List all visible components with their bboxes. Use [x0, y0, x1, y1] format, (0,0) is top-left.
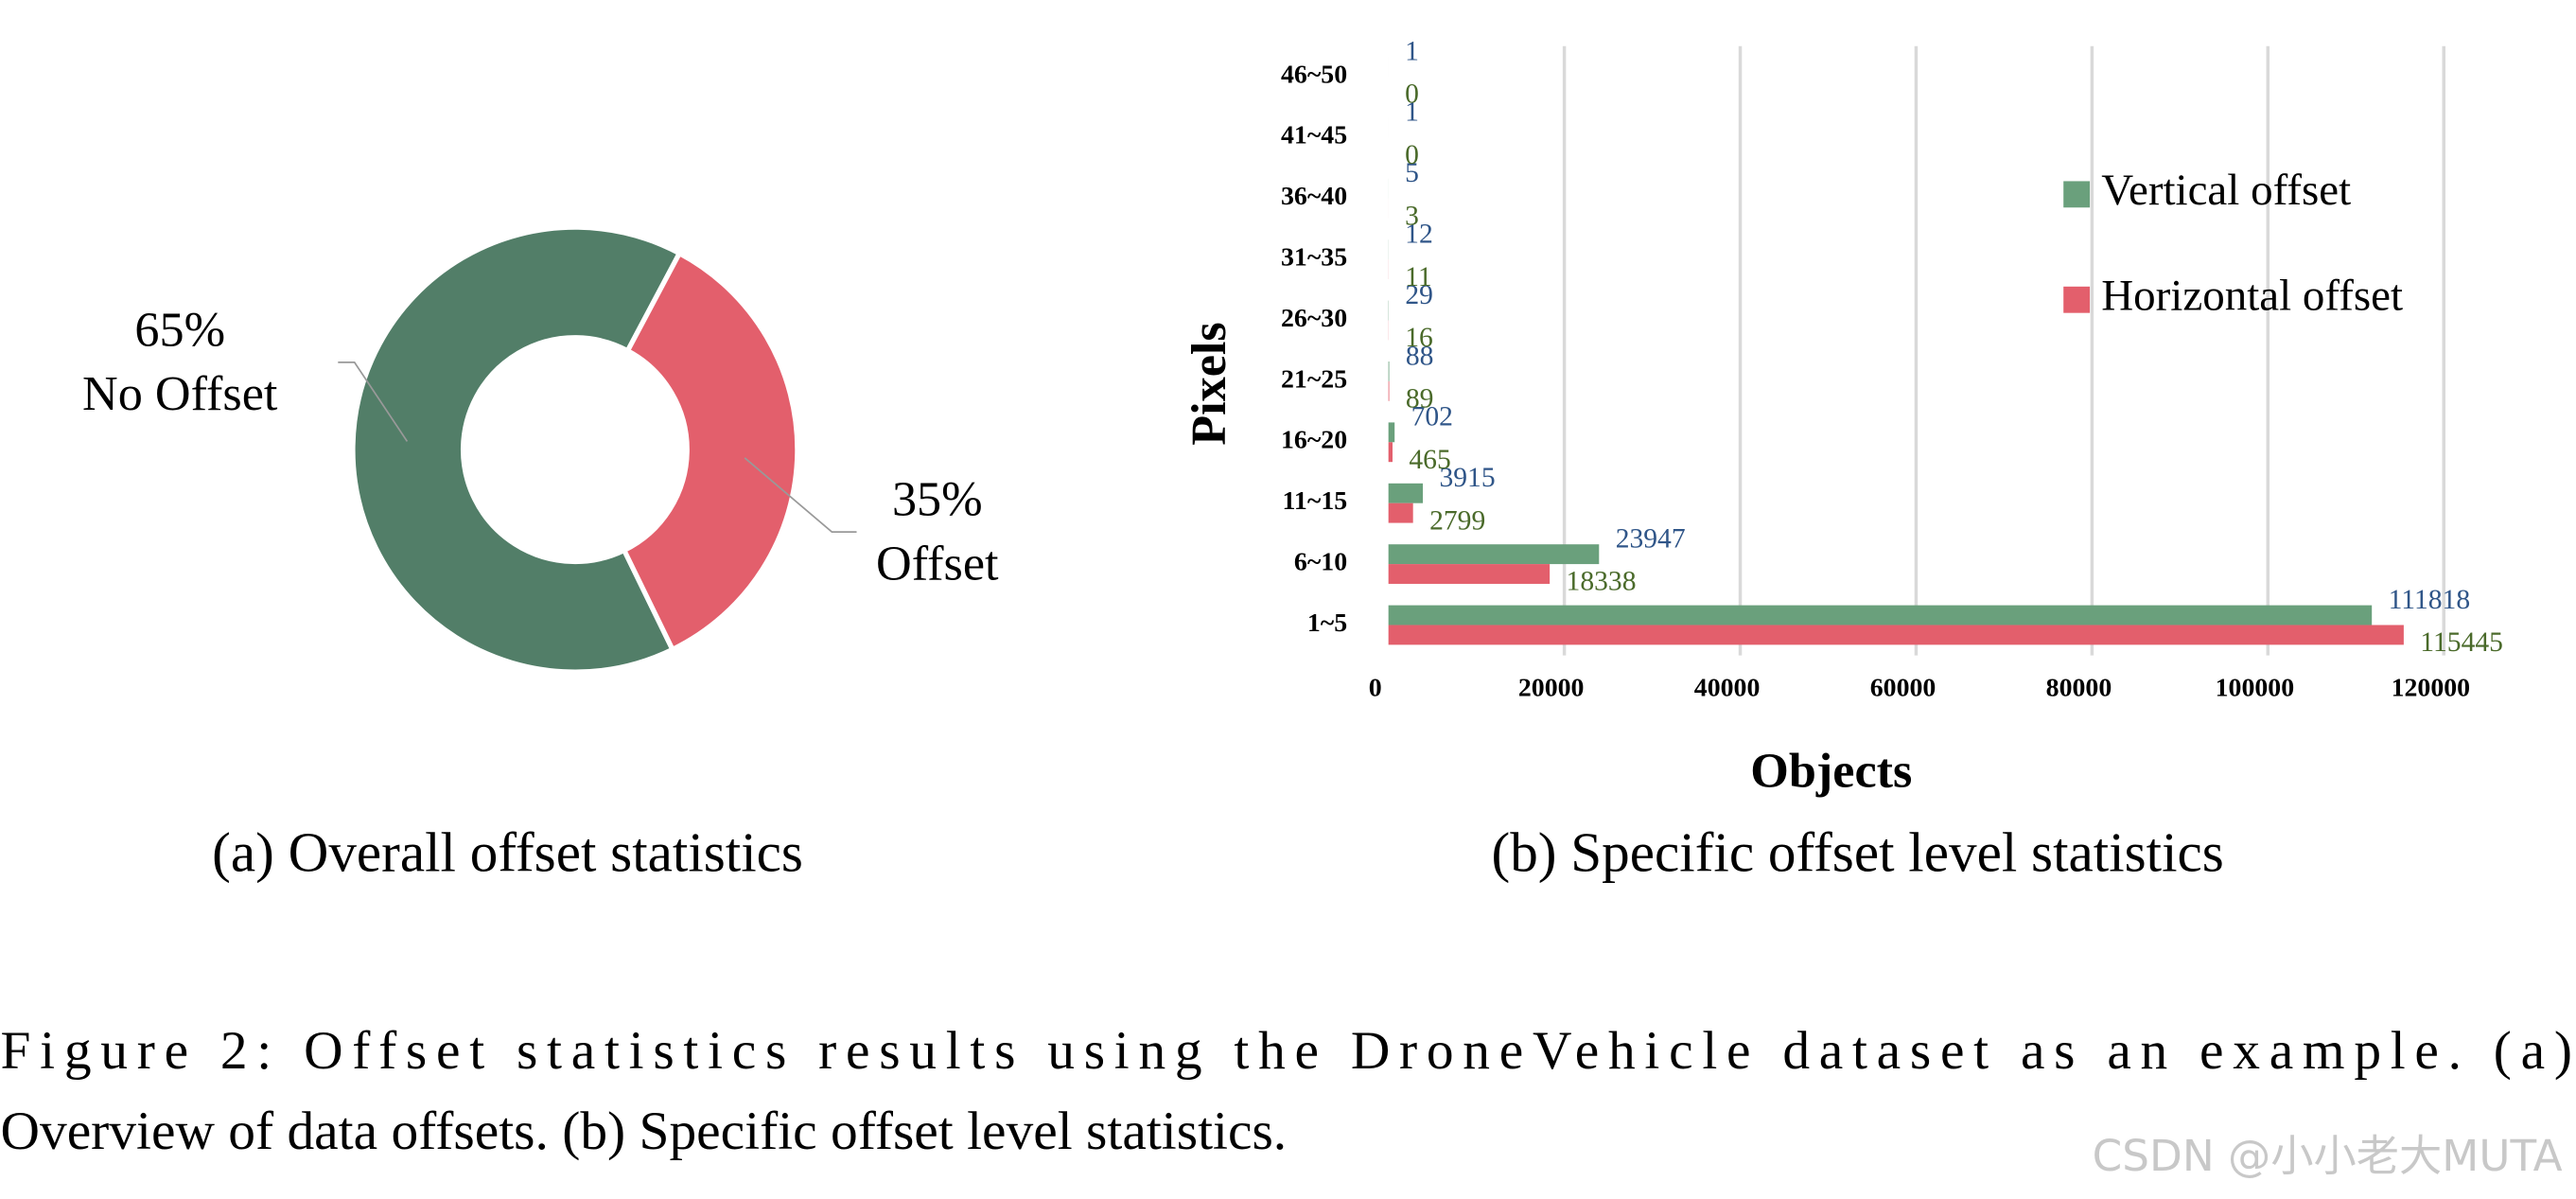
figure-caption: Figure 2: Offset statistics results usin…	[1, 1021, 2572, 1081]
y-tick-label: 16~20	[1281, 426, 1347, 455]
y-tick-label: 1~5	[1307, 608, 1347, 638]
value-label: 3915	[1439, 463, 1495, 493]
x-tick-label: 60000	[1870, 674, 1936, 703]
value-label: 29	[1405, 280, 1433, 310]
leader-line	[744, 457, 857, 534]
value-label: 16	[1405, 323, 1433, 353]
y-tick-label: 46~50	[1281, 60, 1347, 89]
value-label: 23947	[1616, 523, 1686, 554]
x-tick-label: 80000	[2046, 674, 2112, 703]
slice-value-label: 35%	[892, 472, 983, 527]
bar	[1388, 442, 1393, 463]
y-tick-label: 31~35	[1281, 243, 1347, 273]
bar	[1388, 564, 1551, 584]
legend-label: Vertical offset	[2101, 166, 2351, 215]
slice-value-label: 65%	[134, 302, 225, 357]
value-label: 111818	[2389, 585, 2471, 615]
value-label: 1	[1405, 97, 1419, 128]
value-label: 11	[1405, 262, 1431, 292]
pie-slice	[350, 224, 683, 675]
x-tick-label: 40000	[1694, 674, 1761, 703]
bar	[1388, 605, 2373, 626]
value-label: 115445	[2420, 627, 2503, 658]
bar	[1388, 625, 2404, 645]
bar	[1388, 483, 1424, 503]
legend-swatch	[2063, 181, 2091, 208]
value-label: 88	[1406, 341, 1434, 371]
y-tick-label: 26~30	[1281, 304, 1347, 333]
y-tick-label: 36~40	[1281, 182, 1347, 211]
y-axis-title: Pixels	[1182, 322, 1236, 445]
bar	[1388, 380, 1390, 401]
value-label: 12	[1405, 220, 1433, 250]
y-tick-label: 11~15	[1283, 486, 1348, 516]
leader-line	[338, 361, 409, 442]
bar	[1388, 422, 1395, 443]
value-label: 3	[1405, 201, 1419, 231]
figure-caption: Overview of data offsets. (b) Specific o…	[1, 1102, 1288, 1161]
value-label: 0	[1405, 79, 1419, 110]
bar	[1388, 503, 1413, 523]
bar	[1388, 544, 1600, 565]
value-label: 18338	[1567, 567, 1637, 597]
y-tick-label: 21~25	[1281, 364, 1347, 394]
value-label: 89	[1406, 384, 1434, 414]
slice-category-label: No Offset	[82, 366, 278, 421]
legend-label: Horizontal offset	[2101, 272, 2403, 321]
value-label: 5	[1405, 158, 1419, 188]
legend-swatch	[2063, 286, 2091, 313]
caption-a: (a) Overall offset statistics	[212, 820, 803, 883]
watermark: CSDN @小小老大MUTA	[2093, 1131, 2563, 1181]
value-label: 0	[1405, 140, 1419, 170]
pie-slice	[621, 250, 800, 653]
value-label: 465	[1409, 445, 1450, 475]
slice-category-label: Offset	[876, 536, 999, 591]
x-tick-label: 100000	[2216, 674, 2294, 703]
y-tick-label: 41~45	[1281, 121, 1347, 150]
x-axis-title: Objects	[1750, 744, 1912, 799]
x-tick-label: 120000	[2392, 674, 2470, 703]
value-label: 2799	[1429, 505, 1485, 536]
value-label: 1	[1405, 36, 1419, 66]
bar	[1388, 361, 1390, 381]
value-label: 702	[1411, 402, 1453, 432]
caption-b: (b) Specific offset level statistics	[1492, 820, 2224, 883]
x-tick-label: 20000	[1518, 674, 1585, 703]
x-tick-label: 0	[1369, 674, 1382, 703]
y-tick-label: 6~10	[1294, 547, 1347, 576]
